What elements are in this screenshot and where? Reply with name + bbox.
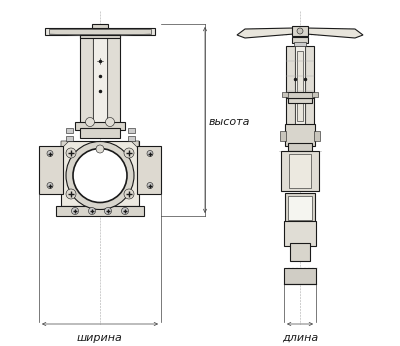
Bar: [128, 136, 135, 141]
Bar: [285, 124, 315, 146]
Circle shape: [73, 148, 127, 202]
Circle shape: [124, 189, 134, 199]
Bar: [93, 37, 107, 124]
Circle shape: [86, 118, 94, 127]
Polygon shape: [61, 141, 69, 149]
Circle shape: [297, 28, 303, 34]
Bar: [107, 35, 120, 126]
Bar: [295, 46, 305, 126]
Bar: [288, 196, 312, 220]
Bar: [39, 146, 63, 193]
Bar: [281, 151, 319, 191]
Circle shape: [47, 182, 53, 189]
Text: ширина: ширина: [77, 333, 123, 343]
Bar: [80, 128, 120, 138]
Circle shape: [124, 148, 134, 158]
Circle shape: [147, 151, 153, 156]
Bar: [284, 221, 316, 246]
Bar: [45, 28, 155, 35]
Bar: [288, 98, 312, 103]
Bar: [305, 46, 314, 126]
Bar: [294, 42, 306, 46]
Bar: [314, 131, 320, 141]
Bar: [285, 193, 315, 223]
Bar: [56, 206, 144, 216]
Bar: [61, 141, 139, 206]
Bar: [290, 243, 310, 261]
Bar: [292, 37, 308, 43]
Circle shape: [147, 182, 153, 189]
Bar: [280, 131, 286, 141]
Circle shape: [88, 208, 96, 215]
Bar: [297, 51, 303, 121]
Bar: [80, 35, 93, 126]
Bar: [289, 154, 311, 188]
Circle shape: [104, 208, 112, 215]
Bar: [288, 143, 312, 151]
Circle shape: [122, 208, 128, 215]
Circle shape: [66, 148, 76, 158]
Circle shape: [96, 145, 104, 153]
Polygon shape: [237, 28, 294, 38]
Circle shape: [47, 151, 53, 156]
Bar: [66, 136, 73, 141]
Circle shape: [106, 118, 114, 127]
Bar: [128, 128, 135, 133]
Bar: [93, 146, 107, 201]
Polygon shape: [306, 28, 363, 38]
Bar: [75, 122, 125, 130]
Bar: [284, 268, 316, 284]
Circle shape: [72, 208, 78, 215]
Bar: [312, 92, 318, 97]
Bar: [286, 92, 314, 98]
Bar: [49, 29, 151, 34]
Bar: [282, 92, 288, 97]
Text: высота: высота: [209, 117, 250, 127]
Bar: [66, 128, 73, 133]
Circle shape: [66, 142, 134, 209]
Polygon shape: [131, 141, 139, 149]
Bar: [80, 35, 120, 38]
Circle shape: [66, 189, 76, 199]
Text: длина: длина: [282, 333, 318, 343]
Bar: [137, 146, 161, 193]
Bar: [292, 26, 308, 36]
Bar: [286, 46, 295, 126]
Bar: [92, 24, 108, 28]
